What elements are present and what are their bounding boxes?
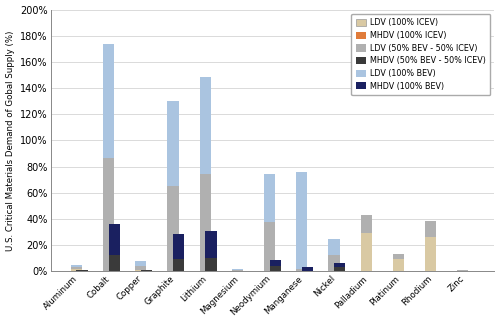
Bar bbox=[173, 259, 184, 271]
Bar bbox=[296, 269, 308, 271]
Bar bbox=[200, 174, 211, 271]
Bar bbox=[425, 237, 436, 271]
Bar bbox=[360, 233, 372, 271]
Bar bbox=[200, 77, 211, 174]
Bar bbox=[168, 100, 178, 185]
Bar bbox=[76, 270, 88, 271]
Bar bbox=[168, 185, 178, 271]
Bar bbox=[425, 221, 436, 237]
Bar bbox=[264, 174, 275, 222]
Bar bbox=[393, 259, 404, 271]
Bar bbox=[173, 234, 184, 259]
Bar bbox=[264, 222, 275, 271]
Bar bbox=[206, 231, 216, 258]
Bar bbox=[328, 239, 340, 255]
Bar bbox=[108, 255, 120, 271]
Y-axis label: U.S. Critical Materials Demand of Gobal Supply (%): U.S. Critical Materials Demand of Gobal … bbox=[6, 30, 15, 251]
Bar bbox=[70, 267, 82, 269]
Bar bbox=[206, 258, 216, 271]
Bar bbox=[232, 269, 243, 270]
Bar bbox=[103, 158, 114, 271]
Bar bbox=[457, 270, 468, 271]
Bar bbox=[135, 270, 146, 271]
Bar bbox=[334, 267, 345, 271]
Bar bbox=[393, 254, 404, 259]
Bar bbox=[108, 224, 120, 255]
Legend: LDV (100% ICEV), MHDV (100% ICEV), LDV (50% BEV - 50% ICEV), MHDV (50% BEV - 50%: LDV (100% ICEV), MHDV (100% ICEV), LDV (… bbox=[351, 14, 490, 95]
Bar bbox=[70, 269, 82, 271]
Bar bbox=[270, 266, 281, 271]
Bar bbox=[334, 263, 345, 267]
Bar bbox=[135, 261, 146, 266]
Bar bbox=[232, 270, 243, 271]
Bar bbox=[135, 266, 146, 270]
Bar bbox=[270, 260, 281, 266]
Bar bbox=[70, 265, 82, 267]
Bar bbox=[296, 172, 308, 269]
Bar bbox=[328, 255, 340, 271]
Bar bbox=[141, 270, 152, 271]
Bar bbox=[302, 267, 313, 271]
Bar bbox=[360, 215, 372, 233]
Bar bbox=[103, 44, 114, 158]
